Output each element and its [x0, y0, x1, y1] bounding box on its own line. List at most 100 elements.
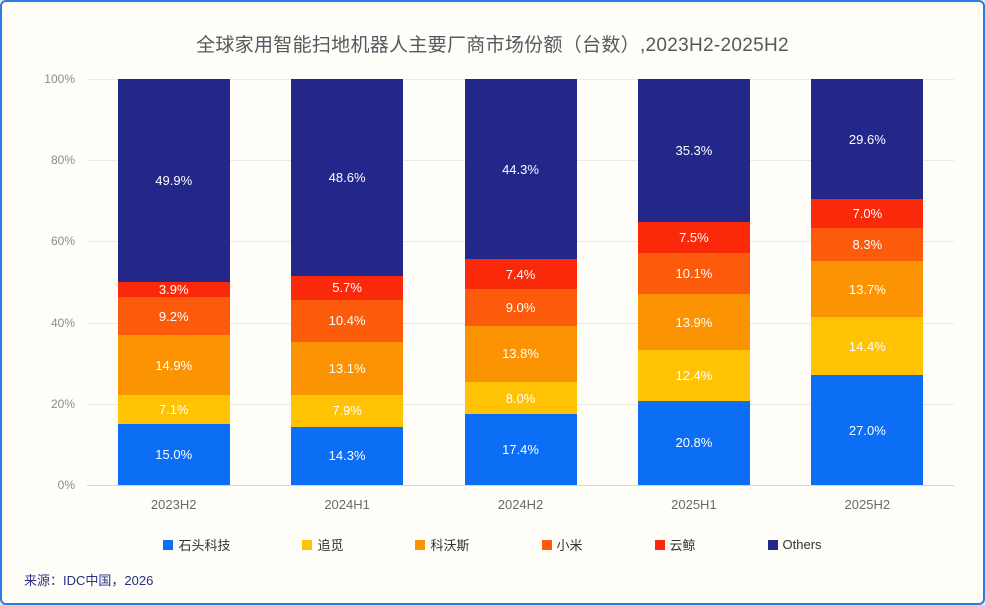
segment-value-label: 9.0%: [505, 300, 536, 316]
bar-segment: 13.7%: [811, 261, 924, 317]
legend-label: 石头科技: [178, 538, 231, 553]
bar-segment: 29.6%: [811, 79, 924, 200]
segment-value-label: 49.9%: [155, 172, 193, 188]
x-axis-labels: 2023H2 2024H1 2024H2 2025H1 2025H2: [87, 497, 954, 512]
legend-item: 追觅: [302, 535, 343, 554]
bar-segment: 17.4%: [464, 414, 577, 485]
y-tick-label: 0%: [57, 478, 75, 492]
segment-value-label: 7.1%: [158, 402, 189, 418]
legend-swatch: [302, 539, 313, 550]
legend-item: Others: [767, 535, 822, 554]
x-axis-label: 2023H2: [150, 497, 197, 512]
legend-item: 云鲸: [654, 535, 696, 554]
bar-column: 14.3% 7.9% 13.1% 10.4% 5.7% 48.6%: [260, 79, 433, 485]
segment-value-label: 8.0%: [505, 390, 536, 406]
bar-column: 15.0% 7.1% 14.9% 9.2% 3.9% 49.9%: [87, 79, 260, 485]
bar-segment: 10.1%: [637, 252, 750, 294]
bar-segment: 27.0%: [811, 375, 924, 485]
y-tick-label: 100%: [44, 72, 75, 86]
bar-2024h1: 14.3% 7.9% 13.1% 10.4% 5.7% 48.6%: [291, 79, 404, 485]
segment-value-label: 48.6%: [328, 170, 366, 186]
y-tick-label: 40%: [50, 315, 75, 330]
bar-segment: 8.0%: [464, 381, 577, 415]
bar-segment: 7.9%: [291, 394, 404, 427]
bar-segment: 5.7%: [291, 276, 404, 300]
bar-segment: 14.4%: [811, 316, 924, 376]
segment-value-label: 14.9%: [155, 357, 193, 373]
x-axis-label: 2025H2: [844, 497, 891, 512]
legend-label: 云鲸: [669, 538, 696, 553]
legend-swatch: [767, 539, 778, 550]
y-tick-label: 80%: [50, 153, 75, 168]
bar-segment: 14.9%: [117, 334, 230, 396]
segment-value-label: 13.1%: [328, 360, 366, 376]
legend-swatch: [415, 539, 426, 550]
segment-value-label: 3.9%: [158, 282, 189, 298]
bar-segment: 7.1%: [117, 395, 230, 425]
segment-value-label: 12.4%: [675, 367, 713, 383]
gridline: [87, 485, 954, 486]
bar-segment: 48.6%: [291, 79, 404, 277]
bar-segment: 7.4%: [464, 259, 577, 290]
legend-label: 小米: [556, 538, 583, 553]
bar-2023h2: 15.0% 7.1% 14.9% 9.2% 3.9% 49.9%: [117, 79, 230, 485]
segment-value-label: 20.8%: [675, 435, 713, 451]
bar-segment: 13.8%: [464, 325, 577, 382]
segment-value-label: 44.3%: [502, 161, 539, 177]
bar-segment: 44.3%: [464, 79, 577, 260]
bars-layer: 15.0% 7.1% 14.9% 9.2% 3.9% 49.9% 14.3% 7.9% 13.1…: [87, 79, 954, 485]
bar-segment: 49.9%: [117, 79, 230, 282]
source-text: 来源：IDC中国，2026: [24, 573, 154, 588]
legend-swatch: [163, 539, 174, 550]
segment-value-label: 13.8%: [502, 346, 539, 362]
legend-swatch: [654, 539, 665, 550]
legend: 石头科技 追觅 科沃斯 小米 云鲸 Others: [2, 535, 983, 554]
chart-title: 全球家用智能扫地机器人主要厂商市场份额（台数）,2023H2-2025H2: [196, 35, 789, 56]
bar-segment: 8.3%: [811, 227, 924, 262]
bar-segment: 14.3%: [291, 426, 404, 485]
y-tick-label: 20%: [50, 396, 75, 411]
segment-value-label: 13.9%: [675, 314, 713, 330]
bar-column: 27.0% 14.4% 13.7% 8.3% 7.0% 29.6%: [781, 79, 954, 485]
bar-column: 20.8% 12.4% 13.9% 10.1% 7.5% 35.3%: [607, 79, 780, 485]
segment-value-label: 14.3%: [328, 448, 366, 464]
segment-value-label: 29.6%: [848, 131, 886, 147]
bar-segment: 20.8%: [637, 400, 750, 485]
bar-segment: 7.0%: [811, 199, 924, 228]
bar-2024h2: 17.4% 8.0% 13.8% 9.0% 7.4% 44.3%: [464, 79, 577, 485]
segment-value-label: 7.5%: [679, 230, 709, 246]
bar-segment: 13.9%: [637, 293, 750, 351]
bar-segment: 12.4%: [637, 350, 750, 401]
legend-swatch: [541, 539, 552, 550]
legend-label: 科沃斯: [430, 538, 470, 553]
segment-value-label: 35.3%: [675, 143, 713, 159]
segment-value-label: 10.4%: [328, 313, 366, 329]
legend-label: 追觅: [317, 538, 344, 553]
segment-value-label: 8.3%: [852, 236, 883, 252]
legend-item: 科沃斯: [415, 535, 470, 554]
segment-value-label: 15.0%: [155, 447, 193, 463]
bar-segment: 13.1%: [291, 341, 404, 395]
bar-column: 17.4% 8.0% 13.8% 9.0% 7.4% 44.3%: [434, 79, 607, 485]
legend-item: 小米: [541, 535, 583, 554]
plot-area: 0% 20% 40% 60% 80% 100% 15.0% 7.1% 14.9% 9.2% 3.9%…: [44, 72, 954, 492]
x-axis-label: 2025H1: [671, 497, 717, 512]
bar-segment: 10.4%: [291, 299, 404, 342]
segment-value-label: 7.9%: [332, 403, 362, 419]
segment-value-label: 14.4%: [848, 338, 886, 354]
bar-segment: 15.0%: [117, 424, 230, 485]
legend-item: 石头科技: [163, 535, 230, 554]
bar-2025h1: 20.8% 12.4% 13.9% 10.1% 7.5% 35.3%: [637, 79, 750, 485]
y-tick-label: 60%: [50, 234, 75, 249]
segment-value-label: 17.4%: [502, 442, 539, 458]
x-axis-label: 2024H2: [497, 497, 544, 512]
bar-segment: 9.0%: [464, 289, 577, 326]
bar-2025h2: 27.0% 14.4% 13.7% 8.3% 7.0% 29.6%: [811, 79, 924, 485]
segment-value-label: 9.2%: [158, 308, 189, 324]
bar-segment: 7.5%: [637, 222, 750, 253]
x-axis-label: 2024H1: [324, 497, 370, 512]
segment-value-label: 5.7%: [332, 280, 362, 296]
segment-value-label: 10.1%: [675, 265, 713, 281]
segment-value-label: 13.7%: [848, 281, 886, 297]
